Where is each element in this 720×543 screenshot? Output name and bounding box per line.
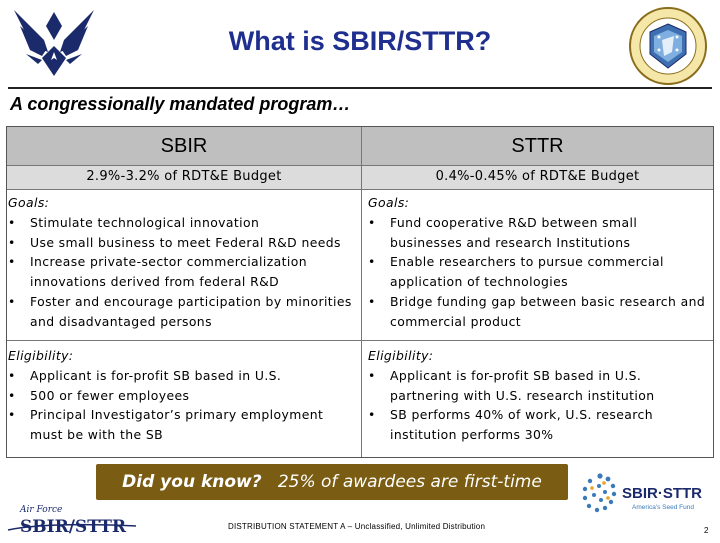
sbir-goals-list: Stimulate technological innovation Use s… (8, 213, 358, 332)
list-item: Foster and encourage participation by mi… (8, 292, 358, 332)
distribution-statement: DISTRIBUTION STATEMENT A – Unclassified,… (228, 522, 486, 531)
sbir-eligibility-list: Applicant is for-profit SB based in U.S.… (8, 366, 358, 445)
list-item: Stimulate technological innovation (8, 213, 358, 233)
sbir-eligibility-cell: Eligibility: Applicant is for-profit SB … (8, 346, 358, 445)
page-title: What is SBIR/STTR? (228, 26, 492, 56)
list-item: Use small business to meet Federal R&D n… (8, 233, 358, 253)
sbir-sttr-tagline: America's Seed Fund (632, 504, 694, 511)
sbir-eligibility-heading: Eligibility: (8, 348, 74, 363)
row-divider (7, 189, 713, 190)
list-item: SB performs 40% of work, U.S. research i… (368, 405, 712, 445)
sttr-eligibility-list: Applicant is for-profit SB based in U.S.… (368, 366, 712, 445)
sttr-budget-cell: 0.4%-0.45% of RDT&E Budget (362, 165, 713, 189)
did-you-know-callout: Did you know? 25% of awardees are first-… (96, 464, 568, 528)
callout-fact: 25% of awardees are first-time winners (277, 472, 542, 528)
af-logo-text: SBIR/STTR (20, 517, 127, 537)
sttr-goals-heading: Goals: (368, 195, 410, 210)
sttr-goals-cell: Goals: Fund cooperative R&D between smal… (368, 193, 712, 332)
air-force-symbol-icon (12, 6, 96, 78)
air-force-sbir-sttr-logo: Air Force SBIR/STTR (6, 500, 156, 538)
page-number: 2 (704, 526, 709, 535)
sttr-eligibility-cell: Eligibility: Applicant is for-profit SB … (368, 346, 712, 445)
af-logo-script: Air Force (19, 505, 62, 515)
row-divider (7, 165, 713, 166)
list-item: Applicant is for-profit SB based in U.S. (8, 366, 358, 386)
sttr-header-cell: STTR (362, 127, 713, 165)
list-item: Applicant is for-profit SB based in U.S.… (368, 366, 712, 406)
list-item: Increase private-sector commercializatio… (8, 252, 358, 292)
sbir-goals-heading: Goals: (8, 195, 50, 210)
list-item: Fund cooperative R&D between small busin… (368, 213, 712, 253)
sbir-goals-cell: Goals: Stimulate technological innovatio… (8, 193, 358, 332)
list-item: Enable researchers to pursue commercial … (368, 252, 712, 292)
list-item: 500 or fewer employees (8, 386, 358, 406)
subtitle: A congressionally mandated program… (10, 94, 351, 114)
callout-text: Did you know? 25% of awardees are first-… (96, 464, 568, 528)
sbir-sttr-logo-text: SBIR·STTR (622, 485, 702, 502)
row-divider (7, 340, 713, 341)
list-item: Principal Investigator’s primary employm… (8, 405, 358, 445)
header-divider (8, 87, 712, 89)
callout-question: Did you know? (122, 472, 262, 492)
sbir-header-cell: SBIR (7, 127, 361, 165)
sttr-goals-list: Fund cooperative R&D between small busin… (368, 213, 712, 332)
sbir-budget-cell: 2.9%-3.2% of RDT&E Budget (7, 165, 361, 189)
sbir-sttr-logo: SBIR·STTR America's Seed Fund (580, 470, 714, 518)
column-divider (361, 127, 362, 457)
command-seal-icon (628, 6, 708, 86)
sttr-eligibility-heading: Eligibility: (368, 348, 434, 363)
comparison-table: SBIR STTR 2.9%-3.2% of RDT&E Budget 0.4%… (6, 126, 714, 458)
list-item: Bridge funding gap between basic researc… (368, 292, 712, 332)
